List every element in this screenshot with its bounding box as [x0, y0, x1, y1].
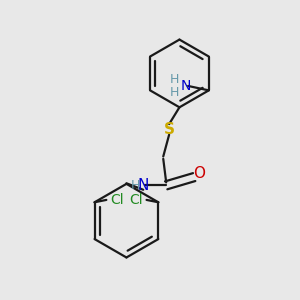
Text: N: N: [181, 79, 191, 93]
Text: O: O: [193, 166, 205, 181]
Text: Cl: Cl: [110, 193, 124, 207]
Text: Cl: Cl: [129, 193, 143, 207]
Text: H: H: [170, 85, 180, 99]
Text: N: N: [137, 178, 149, 193]
Text: H: H: [130, 178, 140, 191]
Text: S: S: [164, 122, 175, 137]
Text: H: H: [170, 73, 180, 86]
